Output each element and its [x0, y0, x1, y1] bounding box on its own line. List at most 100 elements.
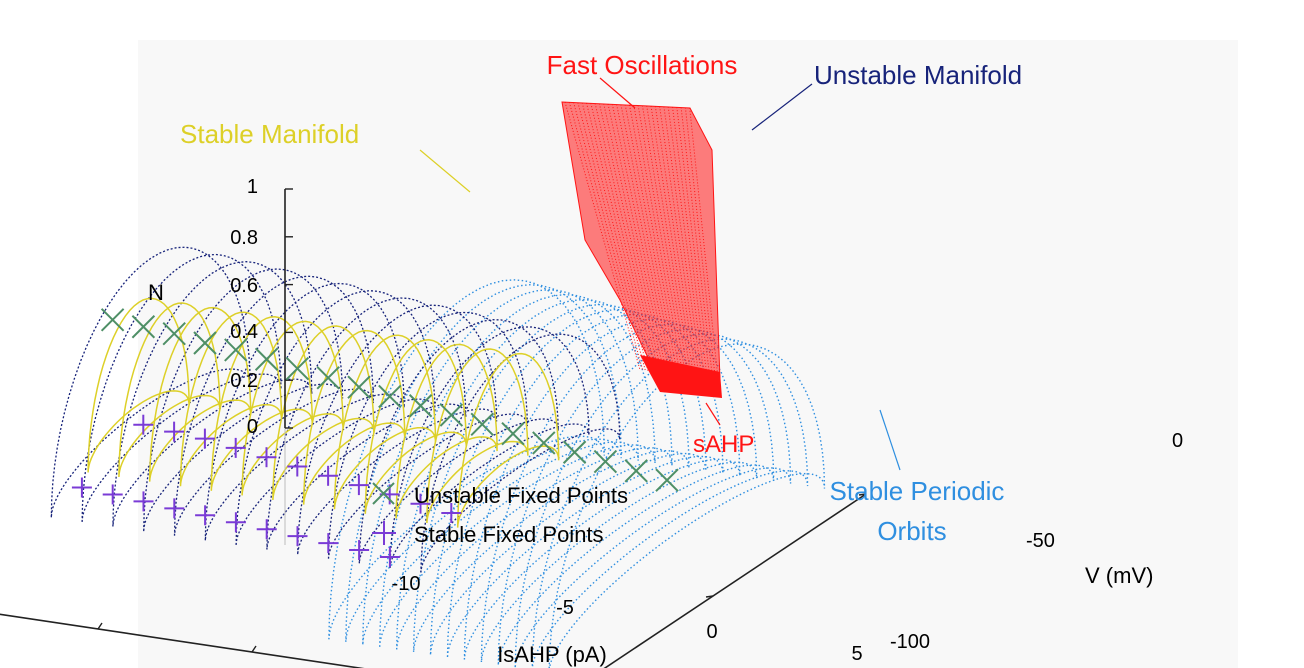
stable-fixed-point-marker — [194, 428, 215, 449]
annotation-sahp: sAHP — [693, 431, 754, 458]
marker-stroke — [408, 394, 433, 418]
marker-stroke — [131, 315, 156, 339]
unstable-fixed-point-marker — [131, 315, 156, 339]
stable-periodic-orbit — [412, 303, 690, 652]
x-tick-label: 0 — [706, 621, 717, 643]
stable-fixed-point-marker — [379, 547, 400, 567]
callout-lines — [419, 77, 901, 471]
x-tick-label: 5 — [851, 643, 862, 665]
stable-periodic-orbit — [446, 313, 724, 658]
stable-periodic-orbit — [379, 293, 656, 647]
marker-stroke — [100, 308, 125, 332]
x-tick-label: -10 — [392, 573, 421, 595]
fast-oscillation-trace — [586, 102, 654, 373]
unstable-manifold-curve — [297, 304, 498, 555]
fast-oscillation-trace — [568, 102, 644, 371]
stable-periodic-orbit — [531, 338, 809, 668]
fast-oscillation-trace — [650, 105, 695, 379]
fast-oscillation-trace — [607, 103, 668, 375]
y-tick-label: -100 — [890, 631, 930, 653]
legend-entry-label: Unstable Fixed Points — [414, 483, 628, 508]
z-tick-label: 0 — [247, 416, 258, 438]
stable-fixed-point-marker — [102, 484, 123, 505]
annotation-unstable-manifold: Unstable Manifold — [814, 60, 1022, 90]
fast-oscillation-trace — [684, 107, 717, 382]
unstable-fixed-point-marker — [193, 331, 217, 355]
fast-oscillation-trace — [564, 101, 641, 371]
fast-oscillation-trace — [641, 105, 690, 378]
unstable-fixed-point-marker — [285, 356, 310, 381]
fast-oscillation-trace — [646, 105, 692, 378]
unstable-manifold-curve — [266, 297, 467, 550]
stable-fixed-point-marker — [71, 477, 92, 498]
stable-fixed-point-marker — [164, 498, 185, 519]
z-tick-label: 0.4 — [230, 321, 258, 343]
fast-oscillation-trace — [633, 105, 684, 377]
y-axis-tick — [705, 595, 714, 598]
fast-oscillation-trace — [624, 104, 679, 376]
y-tick-label: 0 — [1172, 430, 1183, 452]
unstable-fixed-point-marker — [439, 403, 464, 427]
x-axis-label: IsAHP (pA) — [497, 642, 607, 667]
callout-unstable-manifold — [751, 83, 813, 131]
y-tick-label: -50 — [1026, 530, 1055, 552]
stable-periodic-orbit — [396, 298, 673, 650]
x-axis-tick — [251, 645, 257, 653]
unstable-manifold-curve — [327, 311, 529, 559]
fast-oscillation-trace — [611, 104, 671, 375]
stable-fixed-point-marker — [441, 503, 462, 523]
unstable-manifold-curve — [420, 333, 621, 573]
fast-oscillation-trace — [590, 103, 657, 373]
stable-manifold-curve — [395, 343, 498, 519]
fast-oscillation-trace — [616, 104, 673, 375]
callout-sahp — [705, 402, 721, 426]
callout-stable-manifold — [419, 149, 471, 193]
z-tick-label: 0.6 — [230, 275, 258, 297]
stable-periodic-orbit — [328, 279, 605, 640]
unstable-manifold-curve — [389, 326, 590, 568]
marker-stroke — [593, 449, 618, 474]
unstable-manifold-curve — [50, 246, 251, 518]
unstable-fixed-point-marker — [162, 321, 186, 346]
stable-manifold-curve — [426, 348, 529, 524]
stable-periodic-orbit — [548, 343, 826, 668]
fast-oscillation-trace — [672, 106, 708, 381]
fast-oscillation-trace — [598, 103, 663, 374]
periodic-orbits-layer — [50, 246, 826, 668]
z-tick-label: 0.2 — [230, 370, 258, 392]
stable-fixed-point-marker — [133, 414, 154, 435]
stable-periodic-orbit — [362, 288, 639, 645]
stable-fixed-point-marker — [318, 533, 339, 554]
marker-stroke — [285, 356, 310, 381]
stable-fixed-point-marker — [225, 437, 246, 458]
fast-oscillations-surface — [561, 101, 722, 398]
unstable-fixed-point-marker — [100, 308, 125, 332]
fast-oscillation-trace — [667, 106, 706, 380]
marker-stroke — [316, 366, 340, 390]
legend-marker-x — [372, 482, 395, 505]
marker-stroke — [624, 459, 648, 483]
marker-stroke — [347, 375, 371, 399]
marker-stroke — [501, 421, 525, 446]
fast-oscillation-trace — [663, 106, 703, 380]
marker-stroke — [254, 347, 279, 371]
fast-oscillation-trace — [573, 102, 646, 371]
unstable-manifold-curve — [358, 319, 559, 564]
fast-oscillation-trace — [680, 107, 714, 381]
stable-fixed-point-marker — [318, 465, 339, 486]
marker-stroke — [532, 431, 556, 455]
annotation-stable-periodic-orbits: Stable Periodic — [830, 476, 1005, 506]
marker-stroke — [655, 468, 679, 492]
unstable-fixed-point-marker — [316, 366, 340, 390]
fast-oscillation-trace — [603, 103, 665, 374]
unstable-fixed-point-marker — [378, 384, 402, 409]
stable-fixed-point-marker — [133, 491, 154, 512]
fast-oscillation-trace — [629, 104, 681, 377]
fast-oscillations-core — [640, 355, 722, 398]
y-axis-label: V (mV) — [1085, 563, 1153, 588]
legend-marker-plus — [372, 521, 396, 545]
unstable-fixed-point-marker — [408, 394, 433, 418]
marker-stroke — [193, 331, 217, 355]
stable-fixed-point-marker — [225, 512, 246, 533]
